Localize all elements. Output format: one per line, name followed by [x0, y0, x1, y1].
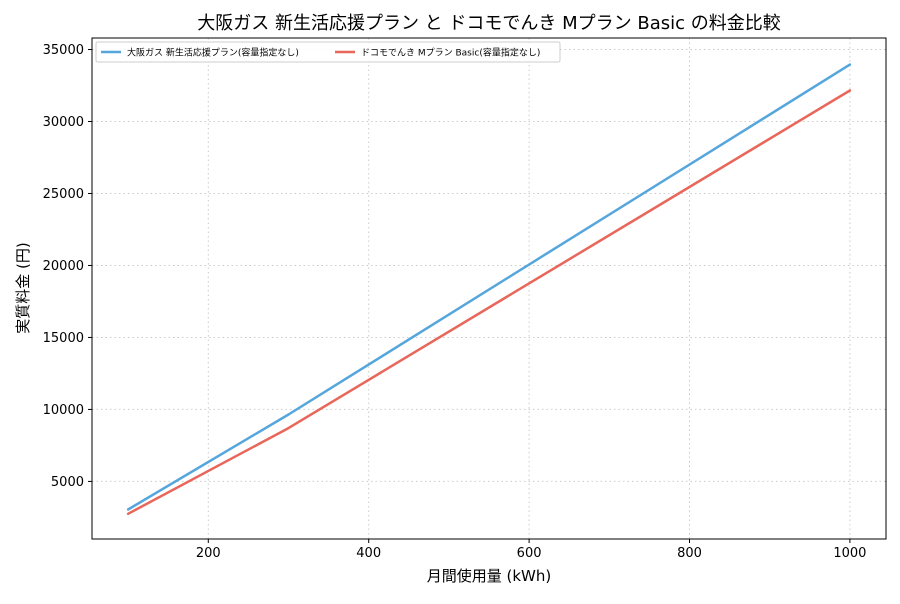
x-tick-label: 200	[196, 546, 221, 561]
series-lines	[126, 63, 852, 516]
plot-area	[91, 37, 887, 540]
y-tick-label: 5000	[51, 475, 84, 490]
y-tick-label: 30000	[43, 115, 84, 130]
legend-box	[95, 41, 561, 63]
y-tick-label: 25000	[43, 187, 84, 202]
y-tick-label: 35000	[43, 43, 84, 58]
series-line-1	[126, 63, 852, 511]
legend-label: ドコモでんき Mプラン Basic(容量指定なし)	[361, 47, 540, 59]
y-tick-label: 15000	[43, 331, 84, 346]
x-axis-label: 月間使用量 (kWh)	[427, 567, 552, 585]
chart-title: 大阪ガス 新生活応援プラン と ドコモでんき Mプラン Basic の料金比較	[197, 13, 781, 34]
y-axis-label: 実質料金 (円)	[14, 242, 32, 333]
axis-ticks: 200 400 600 800 1000 5000 10000 15000 20000 25000…	[43, 43, 867, 561]
y-tick-label: 10000	[43, 403, 84, 418]
series-line-2	[126, 89, 852, 516]
x-tick-label: 1000	[833, 546, 866, 561]
x-tick-label: 600	[517, 546, 542, 561]
legend: 大阪ガス 新生活応援プラン(容量指定なし) ドコモでんき Mプラン Basic(…	[95, 41, 561, 63]
x-tick-label: 800	[677, 546, 702, 561]
x-tick-label: 400	[356, 546, 381, 561]
legend-label: 大阪ガス 新生活応援プラン(容量指定なし)	[127, 47, 299, 59]
y-tick-label: 20000	[43, 259, 84, 274]
